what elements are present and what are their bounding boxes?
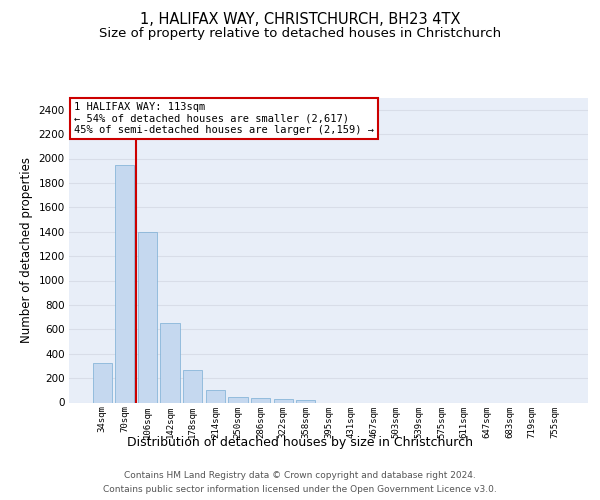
Text: Distribution of detached houses by size in Christchurch: Distribution of detached houses by size … [127,436,473,449]
Text: 1 HALIFAX WAY: 113sqm
← 54% of detached houses are smaller (2,617)
45% of semi-d: 1 HALIFAX WAY: 113sqm ← 54% of detached … [74,102,374,136]
Bar [183,370,202,402]
Bar [296,400,316,402]
Text: Contains HM Land Registry data © Crown copyright and database right 2024.: Contains HM Land Registry data © Crown c… [124,472,476,480]
Bar [274,400,293,402]
Bar [138,232,157,402]
Text: 1, HALIFAX WAY, CHRISTCHURCH, BH23 4TX: 1, HALIFAX WAY, CHRISTCHURCH, BH23 4TX [140,12,460,28]
Bar [160,323,180,402]
Bar [115,164,134,402]
Bar [229,397,248,402]
Text: Contains public sector information licensed under the Open Government Licence v3: Contains public sector information licen… [103,486,497,494]
Text: Size of property relative to detached houses in Christchurch: Size of property relative to detached ho… [99,28,501,40]
Bar [251,398,270,402]
Bar [92,364,112,403]
Y-axis label: Number of detached properties: Number of detached properties [20,157,33,343]
Bar [206,390,225,402]
